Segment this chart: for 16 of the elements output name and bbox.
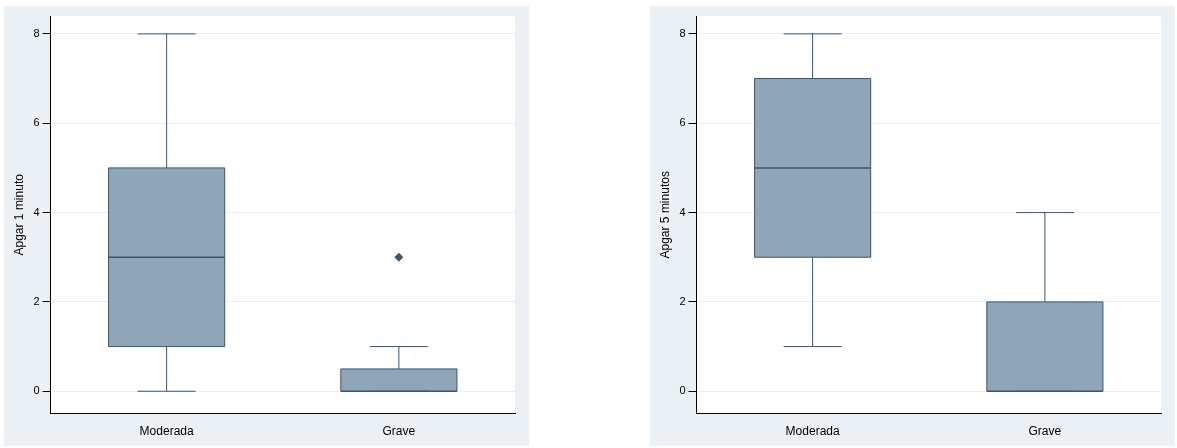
x-tick-label: Grave bbox=[1028, 424, 1062, 439]
y-tick-label: 0 bbox=[679, 384, 686, 397]
y-tick-label: 0 bbox=[33, 384, 40, 397]
y-tick-label: 8 bbox=[33, 26, 40, 39]
y-tick-label: 2 bbox=[679, 294, 686, 307]
y-axis-title: Apgar 1 minuto bbox=[11, 173, 26, 256]
y-tick-label: 6 bbox=[33, 116, 40, 129]
y-tick-label: 6 bbox=[679, 116, 686, 129]
y-axis-title: Apgar 5 minutos bbox=[657, 171, 672, 259]
y-tick-label: 2 bbox=[33, 294, 40, 307]
x-tick-label: Moderada bbox=[785, 424, 840, 439]
y-tick-label: 4 bbox=[679, 205, 686, 218]
y-tick-label: 8 bbox=[679, 26, 686, 39]
x-tick-label: Moderada bbox=[139, 424, 194, 439]
x-tick-label: Grave bbox=[382, 424, 416, 439]
y-tick-label: 4 bbox=[33, 205, 40, 218]
